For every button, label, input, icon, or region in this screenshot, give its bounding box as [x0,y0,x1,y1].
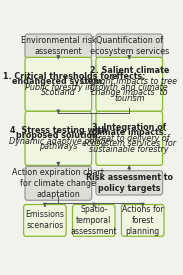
Text: Spatio-
temporal
assessment: Spatio- temporal assessment [70,205,117,236]
Text: 4. Stress testing with: 4. Stress testing with [10,126,107,134]
Text: pathways: pathways [39,142,78,151]
Text: ecosystem services  for: ecosystem services for [82,139,176,148]
Text: sustainable forestry: sustainable forestry [89,145,169,154]
FancyBboxPatch shape [25,111,92,165]
Text: 3. Integration of: 3. Integration of [92,123,166,132]
Text: proposed solution:: proposed solution: [16,131,101,140]
Text: Scotland: Scotland [41,88,76,97]
FancyBboxPatch shape [96,34,163,58]
Text: Risk assessment to
policy targets: Risk assessment to policy targets [86,173,173,193]
FancyBboxPatch shape [72,205,115,236]
FancyBboxPatch shape [96,170,163,195]
FancyBboxPatch shape [25,34,92,58]
Text: Emissions
scenarios: Emissions scenarios [25,210,64,230]
FancyBboxPatch shape [25,57,92,111]
Text: tourism: tourism [114,94,145,103]
FancyBboxPatch shape [96,57,163,111]
Text: Environmental risk
assessment: Environmental risk assessment [20,36,96,56]
Text: Public forestry in: Public forestry in [25,82,92,92]
FancyBboxPatch shape [122,205,164,236]
Text: 1. Critical thresholds for: 1. Critical thresholds for [3,72,113,81]
Text: Threat to delivery of: Threat to delivery of [89,134,170,143]
Text: climate impacts:: climate impacts: [92,128,167,137]
Text: Drought impacts to tree: Drought impacts to tree [81,77,177,86]
Text: effects:: effects: [112,72,147,81]
Text: Quantification of
ecosystem services: Quantification of ecosystem services [90,36,169,56]
Text: Actions for
forest
planning: Actions for forest planning [122,205,164,236]
FancyBboxPatch shape [24,205,66,236]
FancyBboxPatch shape [25,166,92,200]
Text: growth and climate: growth and climate [90,82,168,92]
Text: Dynamic adaptive policy: Dynamic adaptive policy [9,137,108,145]
Text: Action expiration chart
for climate change
adaptation: Action expiration chart for climate chan… [12,168,104,199]
FancyBboxPatch shape [96,111,163,165]
Text: 2. Salient climate: 2. Salient climate [89,66,169,75]
Text: endangered system:: endangered system: [12,77,105,86]
Text: change impacts  to: change impacts to [91,88,168,97]
